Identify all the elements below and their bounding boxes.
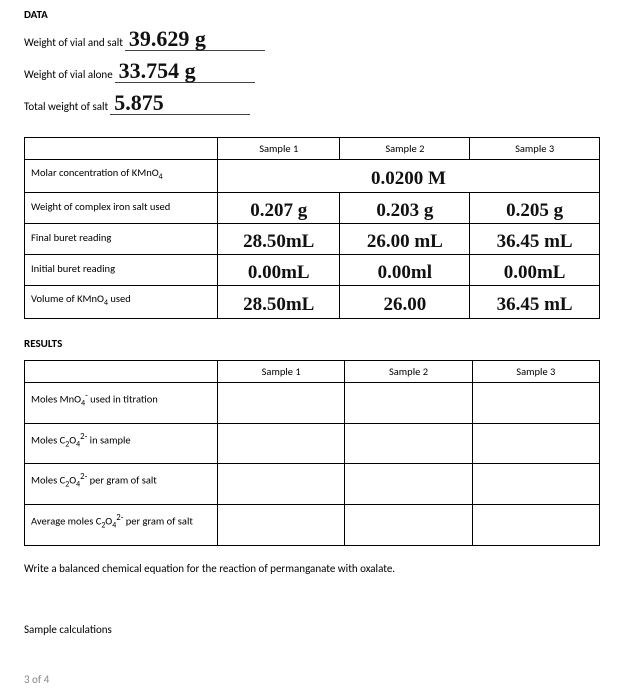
cell-weight-1: 0.207 g bbox=[218, 193, 340, 224]
table-row: Moles C2O42- in sample bbox=[25, 423, 600, 464]
table-header-row: Sample 1 Sample 2 Sample 3 bbox=[25, 361, 600, 383]
cell-initial-3: 0.00mL bbox=[470, 255, 600, 286]
label-total-salt: Total weight of salt bbox=[24, 100, 108, 115]
hand-final-3: 36.45 mL bbox=[497, 232, 573, 251]
table-row: Moles MnO4- used in titration bbox=[25, 383, 600, 424]
table-row: Weight of complex iron salt used 0.207 g… bbox=[25, 193, 600, 224]
r2c2-1 bbox=[218, 464, 345, 505]
table-row: Molar concentration of KMnO4 0.0200 M bbox=[25, 160, 600, 193]
r2c1-1 bbox=[218, 423, 345, 464]
r2c3-2 bbox=[345, 504, 472, 545]
th-blank-2 bbox=[25, 361, 218, 383]
hand-weight-1: 0.207 g bbox=[250, 201, 307, 220]
cell-volume-1: 28.50mL bbox=[218, 286, 340, 319]
table-row: Volume of KMnO4 used 28.50mL 26.00 36.45… bbox=[25, 286, 600, 319]
row2-0: Moles MnO4- used in titration bbox=[25, 383, 218, 424]
label-vial-and-salt: Weight of vial and salt bbox=[24, 36, 123, 51]
table-header-row: Sample 1 Sample 2 Sample 3 bbox=[25, 138, 600, 160]
hand-volume-3: 36.45 mL bbox=[497, 295, 573, 314]
row2-3: Average moles C2O42- per gram of salt bbox=[25, 504, 218, 545]
hand-volume-2: 26.00 bbox=[383, 295, 426, 314]
cell-volume-2: 26.00 bbox=[340, 286, 470, 319]
hand-vial-alone: 33.754 g bbox=[119, 58, 196, 84]
cell-final-2: 26.00 mL bbox=[340, 224, 470, 255]
th-blank bbox=[25, 138, 218, 160]
hand-volume-1: 28.50mL bbox=[243, 295, 314, 314]
th2-sample-2: Sample 2 bbox=[345, 361, 472, 383]
r2c0-1 bbox=[218, 383, 345, 424]
results-heading: RESULTS bbox=[24, 337, 600, 350]
row2-1: Moles C2O42- in sample bbox=[25, 423, 218, 464]
r2c0-3 bbox=[472, 383, 599, 424]
cell-initial-2: 0.00ml bbox=[340, 255, 470, 286]
th-sample-1: Sample 1 bbox=[218, 138, 340, 160]
row-label-molar: Molar concentration of KMnO4 bbox=[25, 160, 218, 193]
blank-vial-alone: 33.754 g bbox=[115, 60, 255, 83]
hand-final-2: 26.00 mL bbox=[367, 232, 443, 251]
r2c2-2 bbox=[345, 464, 472, 505]
cell-weight-3: 0.205 g bbox=[470, 193, 600, 224]
r2c1-3 bbox=[472, 423, 599, 464]
data-heading: DATA bbox=[24, 8, 600, 21]
label-vial-alone: Weight of vial alone bbox=[24, 68, 113, 83]
results-table: Sample 1 Sample 2 Sample 3 Moles MnO4- u… bbox=[24, 360, 600, 545]
hand-weight-2: 0.203 g bbox=[376, 201, 433, 220]
r2c0-2 bbox=[345, 383, 472, 424]
table-row: Final buret reading 28.50mL 26.00 mL 36.… bbox=[25, 224, 600, 255]
hand-weight-3: 0.205 g bbox=[506, 201, 563, 220]
equation-prompt: Write a balanced chemical equation for t… bbox=[24, 562, 600, 575]
cell-final-3: 36.45 mL bbox=[470, 224, 600, 255]
line-vial-alone: Weight of vial alone 33.754 g bbox=[24, 57, 600, 83]
table-row: Average moles C2O42- per gram of salt bbox=[25, 504, 600, 545]
page-footer: 3 of 4 bbox=[24, 673, 49, 686]
th-sample-3: Sample 3 bbox=[470, 138, 600, 160]
table-row: Initial buret reading 0.00mL 0.00ml 0.00… bbox=[25, 255, 600, 286]
blank-vial-and-salt: 39.629 g bbox=[125, 28, 265, 51]
hand-initial-2: 0.00ml bbox=[378, 263, 432, 282]
data-table: Sample 1 Sample 2 Sample 3 Molar concent… bbox=[24, 137, 600, 319]
r2c2-3 bbox=[472, 464, 599, 505]
row-label-final: Final buret reading bbox=[25, 224, 218, 255]
row-label-volume: Volume of KMnO4 used bbox=[25, 286, 218, 319]
th2-sample-3: Sample 3 bbox=[472, 361, 599, 383]
cell-volume-3: 36.45 mL bbox=[470, 286, 600, 319]
hand-initial-1: 0.00mL bbox=[248, 263, 310, 282]
hand-initial-3: 0.00mL bbox=[504, 263, 566, 282]
r2c1-2 bbox=[345, 423, 472, 464]
th2-sample-1: Sample 1 bbox=[218, 361, 345, 383]
hand-molar: 0.0200 M bbox=[371, 169, 446, 188]
cell-molar: 0.0200 M bbox=[218, 160, 600, 193]
cell-weight-2: 0.203 g bbox=[340, 193, 470, 224]
cell-final-1: 28.50mL bbox=[218, 224, 340, 255]
sample-calculations-heading: Sample calculations bbox=[24, 623, 600, 636]
blank-total-salt: 5.875 bbox=[110, 92, 250, 115]
hand-final-1: 28.50mL bbox=[243, 232, 314, 251]
r2c3-1 bbox=[218, 504, 345, 545]
r2c3-3 bbox=[472, 504, 599, 545]
hand-total-salt: 5.875 bbox=[114, 90, 164, 116]
table-row: Moles C2O42- per gram of salt bbox=[25, 464, 600, 505]
th-sample-2: Sample 2 bbox=[340, 138, 470, 160]
cell-initial-1: 0.00mL bbox=[218, 255, 340, 286]
line-vial-and-salt: Weight of vial and salt 39.629 g bbox=[24, 25, 600, 51]
row2-2: Moles C2O42- per gram of salt bbox=[25, 464, 218, 505]
row-label-weight: Weight of complex iron salt used bbox=[25, 193, 218, 224]
row-label-initial: Initial buret reading bbox=[25, 255, 218, 286]
hand-vial-and-salt: 39.629 g bbox=[129, 26, 206, 52]
line-total-salt: Total weight of salt 5.875 bbox=[24, 89, 600, 115]
